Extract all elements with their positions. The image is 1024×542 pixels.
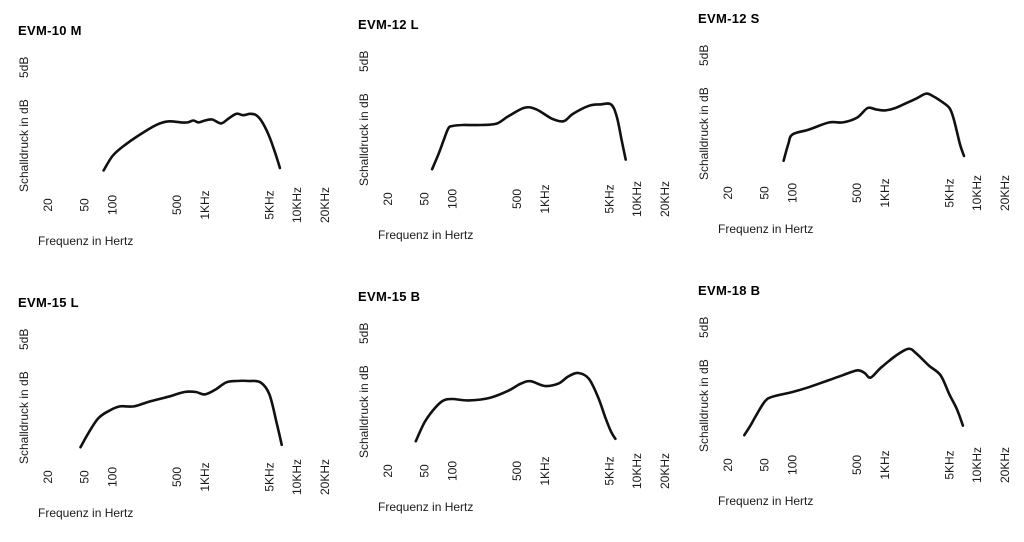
- frequency-response-line: [102, 112, 282, 172]
- x-tick-label: 1KHz: [878, 178, 892, 207]
- x-tick-label: 20KHz: [998, 175, 1012, 211]
- x-tick-label: 5KHz: [262, 190, 276, 219]
- x-tick-label: 20: [41, 198, 55, 212]
- chart-grid: EVM-10 M 5dB Schalldruck in dB 20 50 100 500 1K…: [17, 8, 1024, 520]
- scale-label: 5dB: [357, 51, 371, 72]
- chart-title: EVM-18 B: [698, 283, 760, 298]
- x-tick-label: 1KHz: [878, 450, 892, 479]
- x-tick-label: 20: [381, 192, 395, 206]
- chart-title: EVM-15 L: [18, 295, 79, 310]
- frequency-response-line: [430, 102, 627, 171]
- scale-label: 5dB: [17, 329, 31, 350]
- y-axis-label: Schalldruck in dB: [357, 365, 371, 458]
- x-tick-label: 20: [721, 186, 735, 200]
- scale-label: 5dB: [697, 317, 711, 338]
- x-tick-label: 20KHz: [658, 453, 672, 489]
- x-tick-label: 100: [786, 183, 800, 203]
- chart-panel: EVM-15 L 5dB Schalldruck in dB 20 50 100 500 1K…: [17, 292, 348, 542]
- x-tick-label: 5KHz: [262, 462, 276, 491]
- x-tick-label: 20KHz: [658, 181, 672, 217]
- scale-label: 5dB: [357, 323, 371, 344]
- x-axis-label: Frequenz in Hertz: [718, 222, 813, 236]
- x-tick-label: 5KHz: [942, 178, 956, 207]
- x-tick-label: 100: [106, 195, 120, 215]
- x-tick-label: 500: [850, 455, 864, 475]
- x-tick-label: 50: [758, 458, 772, 472]
- scale-label: 5dB: [697, 45, 711, 66]
- chart-panel: EVM-10 M 5dB Schalldruck in dB 20 50 100 500 1K…: [17, 20, 348, 270]
- frequency-response-line: [782, 92, 966, 163]
- frequency-response-line: [79, 379, 283, 449]
- chart-svg: EVM-10 M 5dB Schalldruck in dB 20 50 100 500 1K…: [17, 23, 332, 248]
- x-tick-label: 1KHz: [538, 184, 552, 213]
- chart-title: EVM-10 M: [18, 23, 82, 38]
- x-axis-label: Frequenz in Hertz: [378, 228, 473, 242]
- x-axis-label: Frequenz in Hertz: [378, 500, 473, 514]
- x-tick-label: 50: [78, 198, 92, 212]
- x-tick-label: 5KHz: [602, 184, 616, 213]
- x-tick-label: 500: [510, 189, 524, 209]
- x-tick-label: 50: [78, 470, 92, 484]
- chart-svg: EVM-18 B 5dB Schalldruck in dB 20 50 100 500 1K…: [697, 283, 1012, 508]
- chart-title: EVM-12 L: [358, 17, 419, 32]
- x-tick-label: 50: [418, 192, 432, 206]
- chart-title: EVM-15 B: [358, 289, 420, 304]
- chart-svg: EVM-15 L 5dB Schalldruck in dB 20 50 100 500 1K…: [17, 295, 332, 520]
- x-tick-label: 1KHz: [538, 456, 552, 485]
- x-tick-label: 100: [786, 455, 800, 475]
- scale-label: 5dB: [17, 57, 31, 78]
- x-tick-label: 50: [418, 464, 432, 478]
- x-tick-label: 100: [446, 189, 460, 209]
- x-tick-label: 10KHz: [290, 187, 304, 223]
- y-axis-label: Schalldruck in dB: [17, 99, 31, 192]
- x-tick-label: 20: [721, 458, 735, 472]
- x-axis-label: Frequenz in Hertz: [718, 494, 813, 508]
- x-tick-label: 10KHz: [630, 453, 644, 489]
- x-tick-label: 20KHz: [998, 447, 1012, 483]
- x-tick-label: 100: [106, 467, 120, 487]
- x-tick-label: 20KHz: [318, 187, 332, 223]
- x-tick-label: 500: [850, 183, 864, 203]
- x-axis-label: Frequenz in Hertz: [38, 234, 133, 248]
- x-tick-label: 1KHz: [198, 190, 212, 219]
- chart-panel: EVM-12 L 5dB Schalldruck in dB 20 50 100 500 1K…: [357, 14, 688, 264]
- chart-svg: EVM-15 B 5dB Schalldruck in dB 20 50 100 500 1K…: [357, 289, 672, 514]
- x-tick-label: 50: [758, 186, 772, 200]
- x-tick-label: 5KHz: [942, 450, 956, 479]
- y-axis-label: Schalldruck in dB: [697, 87, 711, 180]
- x-tick-label: 10KHz: [970, 175, 984, 211]
- x-tick-label: 500: [170, 195, 184, 215]
- x-tick-label: 100: [446, 461, 460, 481]
- x-tick-label: 20KHz: [318, 459, 332, 495]
- chart-svg: EVM-12 L 5dB Schalldruck in dB 20 50 100 500 1K…: [357, 17, 672, 242]
- x-tick-label: 10KHz: [630, 181, 644, 217]
- chart-panel: EVM-15 B 5dB Schalldruck in dB 20 50 100 500 1K…: [357, 286, 688, 536]
- x-tick-label: 1KHz: [198, 462, 212, 491]
- chart-svg: EVM-12 S 5dB Schalldruck in dB 20 50 100 500 1K…: [697, 11, 1012, 236]
- chart-panel: EVM-18 B 5dB Schalldruck in dB 20 50 100 500 1K…: [697, 280, 1024, 530]
- y-axis-label: Schalldruck in dB: [697, 359, 711, 452]
- frequency-response-line: [743, 347, 965, 437]
- x-tick-label: 500: [170, 467, 184, 487]
- y-axis-label: Schalldruck in dB: [357, 93, 371, 186]
- chart-panel: EVM-12 S 5dB Schalldruck in dB 20 50 100 500 1K…: [697, 8, 1024, 258]
- x-tick-label: 10KHz: [290, 459, 304, 495]
- x-tick-label: 5KHz: [602, 456, 616, 485]
- x-tick-label: 20: [41, 470, 55, 484]
- x-tick-label: 10KHz: [970, 447, 984, 483]
- frequency-response-line: [414, 371, 617, 443]
- y-axis-label: Schalldruck in dB: [17, 371, 31, 464]
- chart-title: EVM-12 S: [698, 11, 760, 26]
- x-axis-label: Frequenz in Hertz: [38, 506, 133, 520]
- x-tick-label: 20: [381, 464, 395, 478]
- x-tick-label: 500: [510, 461, 524, 481]
